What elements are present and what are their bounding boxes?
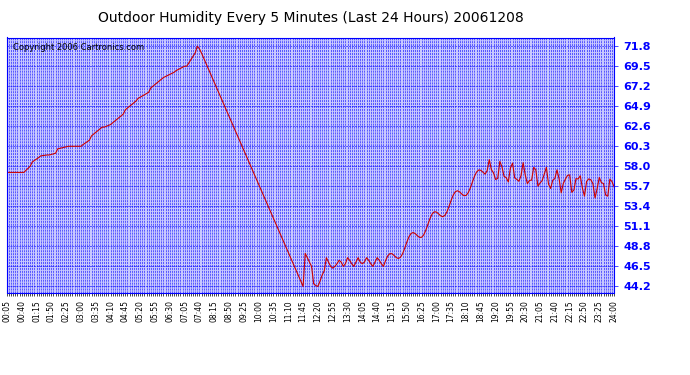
Text: Outdoor Humidity Every 5 Minutes (Last 24 Hours) 20061208: Outdoor Humidity Every 5 Minutes (Last 2… xyxy=(97,11,524,25)
Text: Copyright 2006 Cartronics.com: Copyright 2006 Cartronics.com xyxy=(13,43,144,52)
